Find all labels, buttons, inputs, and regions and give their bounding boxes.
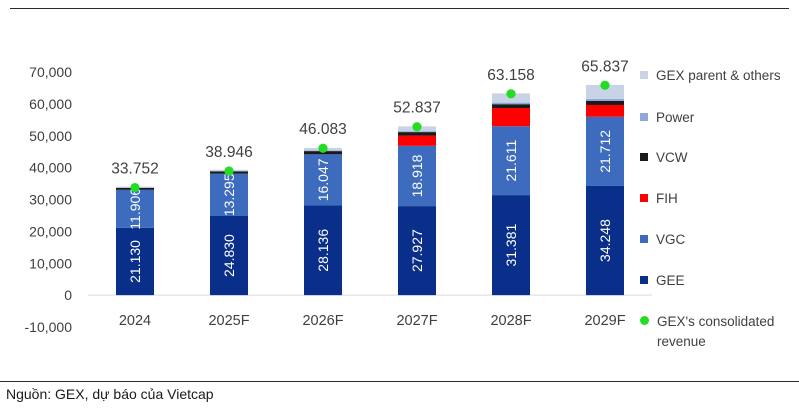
total-value-label: 38.946 [205, 144, 252, 161]
top-rule [10, 8, 789, 9]
bottom-rule [0, 381, 799, 382]
bar-vgc-2027f [398, 145, 436, 207]
bar-vcw-2027f [398, 132, 436, 136]
bar-gee-2029f [586, 185, 624, 296]
consolidated-revenue-point [130, 182, 140, 193]
legend-label-gex-parent: GEX parent & others [656, 68, 781, 83]
y-tick-label: -10,000 [25, 319, 73, 335]
bar-gee-2027f [398, 206, 436, 296]
legend-label-vgc: VGC [656, 232, 686, 247]
x-tick-label: 2026F [302, 313, 343, 329]
x-tick-label: 2025F [208, 313, 249, 329]
bar-gee-2028f [492, 195, 530, 296]
legend-label-power: Power [656, 110, 695, 125]
stacked-bar-chart: -10,000 0 10,000 20,000 30,000 40,000 50,000 60… [25, 58, 652, 335]
legend-item-vgc: VGC [640, 230, 799, 250]
bar-value-label: 21.611 [503, 140, 519, 182]
legend-swatch-vcw [640, 153, 648, 161]
bar-vgc-2029f [586, 116, 624, 186]
total-value-label: 63.158 [487, 67, 534, 84]
bar-value-label: 21.712 [597, 130, 613, 173]
y-tick-label: 20,000 [29, 223, 72, 239]
consolidated-revenue-point [224, 166, 234, 176]
bar-value-label: 11.906 [127, 188, 143, 230]
bar-value-label: 13.295 [221, 173, 237, 216]
x-tick-label: 2029F [584, 313, 625, 329]
bar-gee-2026f [304, 205, 342, 296]
y-tick-label: 60,000 [29, 96, 72, 112]
legend-item-vcw: VCW [640, 148, 799, 168]
bar-vgc-2028f [492, 126, 530, 196]
bar-value-label: 24.830 [221, 234, 237, 277]
bar-value-label: 21.130 [127, 240, 143, 283]
total-value-label: 65.837 [581, 58, 628, 75]
y-tick-label: 10,000 [29, 255, 72, 271]
x-tick-label: 2028F [490, 313, 531, 329]
y-tick-label: 40,000 [29, 160, 72, 176]
bar-power-2029f [586, 98, 624, 101]
bar-fih-2027f [398, 135, 436, 146]
total-value-label: 46.083 [299, 121, 346, 138]
bar-value-label: 31.381 [503, 223, 519, 266]
bar-value-label: 28.136 [315, 229, 331, 272]
legend-swatch-vgc [640, 235, 648, 243]
bar-fih-2029f [586, 104, 624, 117]
x-tick-label: 2027F [396, 313, 437, 329]
bar-vgc-2025f [210, 173, 248, 216]
legend-item-power: Power [640, 108, 799, 128]
legend-swatch-gee [640, 276, 648, 284]
legend-dot-consolidated-revenue [640, 316, 649, 325]
bar-power-2027f [398, 131, 436, 133]
legend-swatch-fih [640, 194, 648, 202]
consolidated-revenue-point [412, 122, 422, 132]
total-value-label: 33.752 [111, 161, 158, 178]
legend-label-fih: FIH [656, 191, 678, 206]
consolidated-revenue-point [318, 143, 328, 153]
legend-item-fih: FIH [640, 189, 799, 209]
bar-value-label: 16.047 [315, 158, 331, 201]
bar-vcw-2028f [492, 104, 530, 109]
x-tick-label: 2024 [119, 313, 151, 329]
bar-vcw-2029f [586, 100, 624, 105]
bar-fih-2028f [492, 108, 530, 127]
bar-vgc-2026f [304, 154, 342, 206]
y-tick-label: 70,000 [29, 64, 72, 80]
bar-value-label: 34.248 [597, 219, 613, 262]
y-tick-label: 30,000 [29, 192, 72, 208]
consolidated-revenue-point [506, 89, 516, 99]
legend-label-vcw: VCW [656, 150, 688, 165]
legend-swatch-gex-parent [640, 71, 648, 79]
total-value-label: 52.837 [393, 100, 440, 117]
bar-gee-2025f [210, 215, 248, 296]
legend-item-consolidated-revenue: GEX's consolidated revenue [640, 312, 799, 352]
consolidated-revenue-point [600, 80, 610, 90]
bar-gex-parent-others-2029f [586, 84, 624, 99]
source-note: Nguồn: GEX, dự báo của Vietcap [6, 386, 214, 402]
bar-gee-2024 [116, 227, 154, 296]
legend-item-gex-parent: GEX parent & others [640, 66, 799, 86]
legend-item-gee: GEE [640, 271, 799, 291]
legend-swatch-power [640, 113, 648, 121]
y-tick-label: 0 [64, 287, 72, 303]
y-tick-label: 50,000 [29, 128, 72, 144]
bar-vgc-2024 [116, 189, 154, 228]
bar-value-label: 18.918 [409, 154, 425, 197]
bar-value-label: 27.927 [409, 229, 425, 272]
legend-label-consolidated-revenue: GEX's consolidated revenue [657, 314, 775, 349]
legend-label-gee: GEE [656, 273, 685, 288]
bar-power-2028f [492, 102, 530, 105]
